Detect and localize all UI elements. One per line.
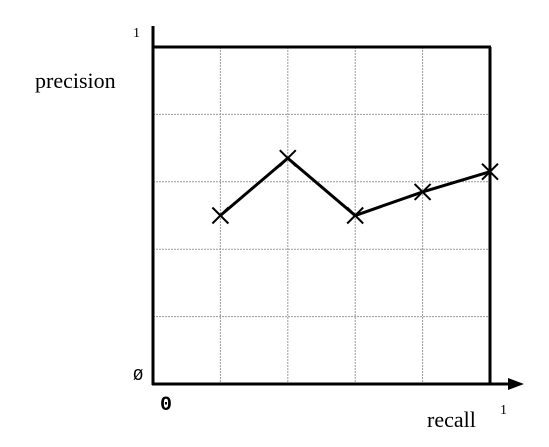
- marker-stroke: [211, 206, 230, 225]
- y-tick-start: Ø: [133, 367, 143, 386]
- marker-stroke: [413, 183, 432, 201]
- data-point-marker: [211, 206, 230, 225]
- x-tick-start: 0: [160, 394, 172, 417]
- data-point-marker: [481, 162, 499, 181]
- data-point-marker: [413, 183, 432, 201]
- marker-stroke: [346, 206, 364, 225]
- y-axis-label: precision: [35, 68, 116, 93]
- y-tick-end: 1: [133, 26, 140, 41]
- marker-stroke: [279, 149, 297, 167]
- marker-stroke: [481, 162, 499, 181]
- x-axis-label: recall: [427, 407, 476, 432]
- x-tick-end: 1: [500, 403, 507, 418]
- markers: [211, 149, 499, 225]
- grid: [153, 47, 490, 384]
- data-point-marker: [346, 206, 364, 225]
- x-axis-arrow: [508, 378, 524, 390]
- plot-frame: [151, 26, 524, 390]
- data-point-marker: [279, 149, 297, 167]
